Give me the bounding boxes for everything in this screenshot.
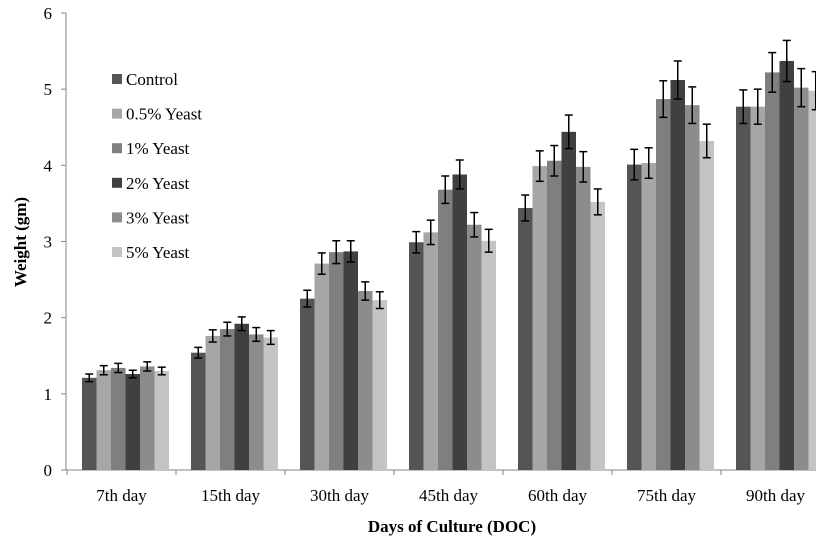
bar <box>518 207 533 470</box>
bar <box>300 298 315 470</box>
y-tick-label: 0 <box>44 461 53 480</box>
x-tick-label: 15th day <box>201 486 261 505</box>
x-tick-label: 60th day <box>528 486 588 505</box>
y-tick-label: 5 <box>44 80 53 99</box>
bar <box>438 189 453 470</box>
x-axis-title: Days of Culture (DOC) <box>368 517 536 536</box>
bar <box>423 232 438 470</box>
bar <box>627 164 642 471</box>
bar <box>590 201 605 471</box>
x-tick-label: 30th day <box>310 486 370 505</box>
bar <box>685 105 700 470</box>
error-bars <box>85 39 816 383</box>
legend: Control 0.5% Yeast 1% Yeast 2% Yeast 3% Yeas… <box>112 70 202 262</box>
legend-swatch <box>112 74 122 84</box>
bar <box>263 337 278 470</box>
bar <box>808 90 816 470</box>
y-tick-label: 4 <box>44 156 53 175</box>
bar <box>343 251 358 470</box>
legend-label: Control <box>126 70 178 89</box>
bar <box>736 106 751 470</box>
y-axis: 0 1 2 3 4 5 6 <box>44 4 67 480</box>
bar <box>656 99 671 471</box>
bar <box>140 366 155 470</box>
bar <box>314 263 329 470</box>
x-tick-label: 90th day <box>746 486 806 505</box>
bar <box>249 334 264 470</box>
y-axis-title: Weight (gm) <box>11 197 30 287</box>
bar <box>547 160 562 470</box>
bar <box>779 60 794 471</box>
bar <box>699 140 714 470</box>
legend-swatch <box>112 143 122 154</box>
bar <box>125 374 140 470</box>
bar <box>670 80 685 470</box>
bar <box>452 174 467 470</box>
y-tick-label: 2 <box>44 309 53 328</box>
y-tick-label: 6 <box>44 4 53 23</box>
bar <box>765 72 780 470</box>
bar <box>329 252 344 470</box>
legend-swatch <box>112 212 122 223</box>
legend-swatch <box>112 177 122 188</box>
bars <box>82 60 816 471</box>
bar <box>467 224 482 470</box>
bar <box>220 329 235 470</box>
bar <box>481 240 496 470</box>
legend-label: 0.5% Yeast <box>126 105 202 124</box>
bar <box>372 300 387 470</box>
bar <box>234 323 249 470</box>
x-axis: 7th day 15th day 30th day 45th day 60th day 7… <box>66 469 816 505</box>
bar <box>82 377 97 470</box>
bar <box>205 335 220 470</box>
y-tick-label: 1 <box>44 385 53 404</box>
legend-label: 1% Yeast <box>126 139 190 158</box>
bar <box>561 131 576 470</box>
legend-label: 3% Yeast <box>126 208 190 227</box>
bar <box>641 163 656 470</box>
x-tick-label: 45th day <box>419 486 479 505</box>
legend-swatch <box>112 247 122 257</box>
legend-swatch <box>112 108 122 119</box>
legend-label: 5% Yeast <box>126 243 190 262</box>
bar <box>750 106 765 470</box>
bar <box>191 352 206 470</box>
bar <box>576 166 591 470</box>
bar <box>111 367 126 470</box>
x-tick-label: 75th day <box>637 486 697 505</box>
bar <box>96 370 111 470</box>
bar <box>409 242 424 470</box>
bar <box>532 166 547 470</box>
bar <box>794 87 809 470</box>
bar <box>154 370 169 470</box>
y-tick-label: 3 <box>44 233 53 252</box>
bar <box>358 291 373 470</box>
x-tick-label: 7th day <box>96 486 147 505</box>
legend-label: 2% Yeast <box>126 174 190 193</box>
